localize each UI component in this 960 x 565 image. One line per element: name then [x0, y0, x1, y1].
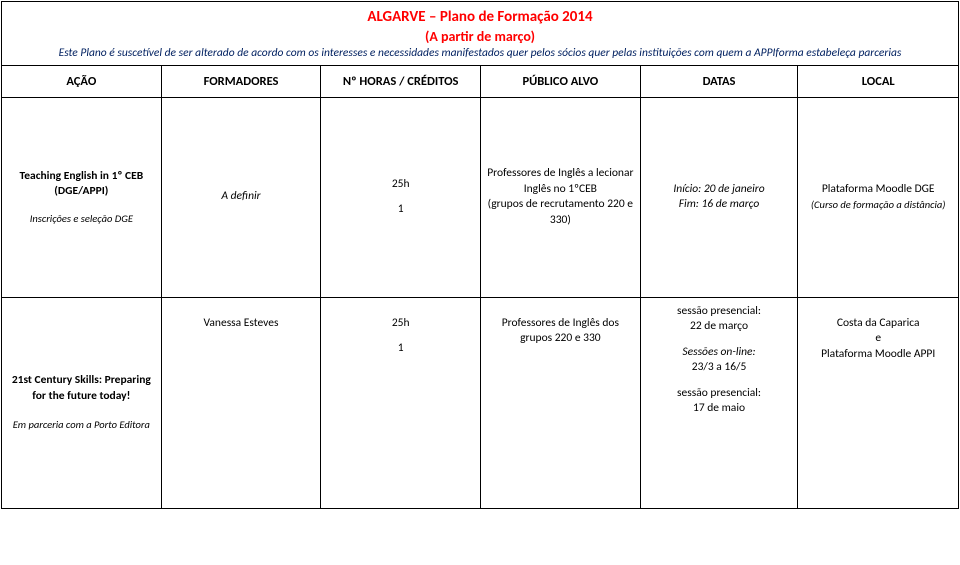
formadores-text: A definir [221, 189, 260, 205]
datas-l3-label: Sessões on-line: [682, 345, 755, 359]
local-line-3: Plataforma Moodle APPI [821, 347, 935, 363]
horas-text: 25h [392, 177, 410, 193]
local-line-1: Costa da Caparica [837, 316, 920, 332]
col-header-local: LOCAL [798, 66, 958, 97]
cell-publico: Professores de Inglês a lecionar Inglês … [481, 98, 641, 297]
action-title-text: Teaching English in 1º CEB [20, 169, 144, 183]
cell-horas: 25h 1 [321, 98, 481, 297]
document-page: ALGARVE – Plano de Formação 2014 (A part… [1, 1, 959, 509]
cell-acao: 21st Century Skills: Preparing for the f… [2, 298, 162, 508]
creditos-text: 1 [398, 202, 404, 218]
action-note: Em parceria com a Porto Editora [13, 418, 150, 432]
title-line-1: ALGARVE – Plano de Formação 2014 [10, 8, 950, 28]
datas-l6: 17 de maio [693, 401, 745, 417]
col-header-publico: PÚBLICO ALVO [481, 66, 641, 97]
creditos-text: 1 [398, 341, 404, 357]
cell-formadores: Vanessa Esteves [162, 298, 322, 508]
formadores-text: Vanessa Esteves [204, 316, 279, 332]
datas-inicio: Início: 20 de janeiro [673, 182, 764, 198]
cell-horas: 25h 1 [321, 298, 481, 508]
header-block: ALGARVE – Plano de Formação 2014 (A part… [2, 2, 958, 66]
action-title: 21st Century Skills: Preparing for the f… [8, 373, 155, 404]
cell-datas: Início: 20 de janeiro Fim: 16 de março [641, 98, 799, 297]
datas-fim: Fim: 16 de março [679, 197, 760, 213]
cell-publico: Professores de Inglês dos grupos 220 e 3… [481, 298, 641, 508]
title-line-2: (A partir de março) [10, 28, 950, 46]
col-header-horas: Nº HORAS / CRÉDITOS [321, 66, 481, 97]
horas-text: 25h [392, 316, 410, 332]
datas-l2: 22 de março [690, 319, 748, 335]
datas-l5: sessão presencial: [677, 386, 761, 402]
cell-local: Plataforma Moodle DGE (Curso de formação… [798, 98, 958, 297]
local-line-1: Plataforma Moodle DGE [822, 182, 935, 198]
cell-acao: Teaching English in 1º CEB (DGE/APPI) In… [2, 98, 162, 297]
cell-formadores: A definir [162, 98, 322, 297]
publico-text: Professores de Inglês a lecionar Inglês … [487, 166, 634, 197]
table-row: 21st Century Skills: Preparing for the f… [2, 298, 958, 508]
action-sub: (DGE/APPI) [54, 184, 108, 198]
publico-text-2: (grupos de recrutamento 220 e 330) [487, 197, 634, 228]
datas-l4: 23/3 a 16/5 [692, 360, 747, 376]
action-note: Inscrições e seleção DGE [30, 212, 133, 226]
cell-local: Costa da Caparica e Plataforma Moodle AP… [798, 298, 958, 508]
column-header-row: AÇÃO FORMADORES Nº HORAS / CRÉDITOS PÚBL… [2, 66, 958, 98]
local-line-2: e [875, 331, 881, 347]
table-row: Teaching English in 1º CEB (DGE/APPI) In… [2, 98, 958, 298]
header-subtitle: Este Plano é suscetível de ser alterado … [10, 46, 950, 61]
publico-text: Professores de Inglês dos grupos 220 e 3… [487, 316, 634, 347]
col-header-formadores: FORMADORES [162, 66, 322, 97]
col-header-acao: AÇÃO [2, 66, 162, 97]
action-title: Teaching English in 1º CEB (DGE/APPI) [20, 169, 144, 200]
datas-l1: sessão presencial: [677, 304, 761, 320]
col-header-datas: DATAS [641, 66, 799, 97]
cell-datas: sessão presencial: 22 de março Sessões o… [641, 298, 799, 508]
datas-l3: Sessões on-line: [682, 345, 755, 361]
